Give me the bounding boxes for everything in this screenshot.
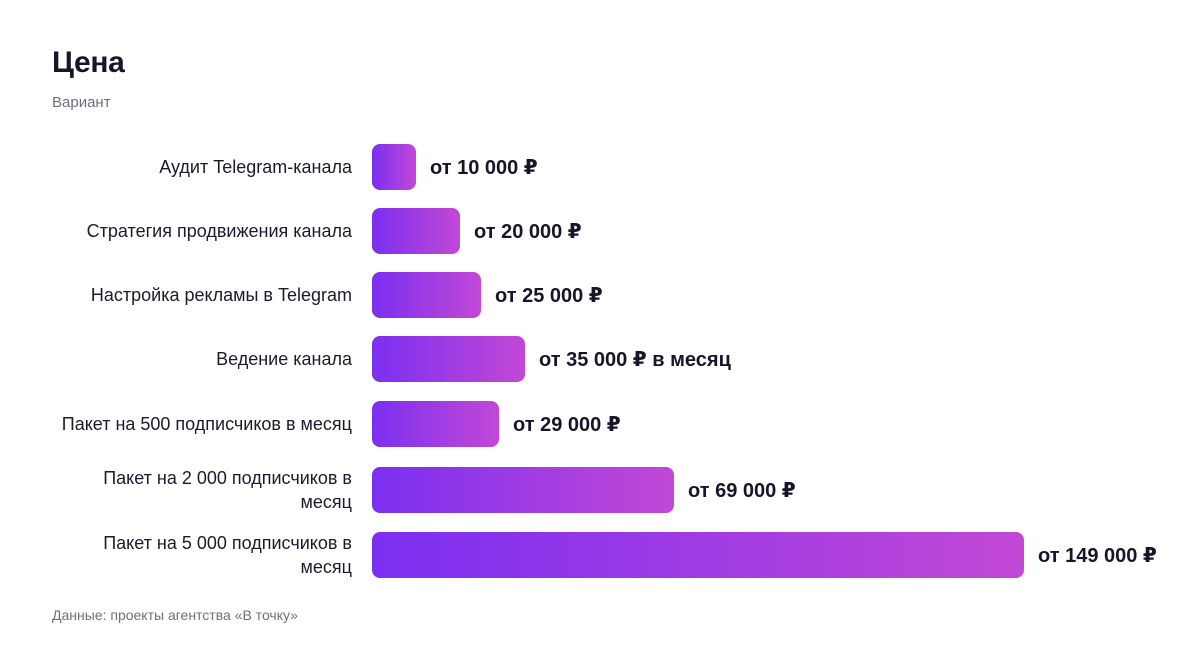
bar (372, 336, 525, 382)
category-label: Ведение канала (216, 349, 352, 369)
bar (372, 401, 499, 447)
value-label: от 35 000 ₽ в месяц (539, 348, 731, 371)
category-label: Настройка рекламы в Telegram (90, 285, 352, 305)
bar (372, 208, 460, 254)
bar (372, 467, 674, 513)
bar (372, 272, 481, 318)
value-label: от 20 000 ₽ (474, 220, 582, 243)
category-label: Пакет на 2 000 подписчиков в месяц (103, 468, 352, 512)
value-label: от 149 000 ₽ (1038, 544, 1157, 567)
value-label: от 25 000 ₽ (495, 284, 603, 307)
value-label: от 69 000 ₽ (688, 479, 796, 502)
bar (372, 144, 416, 190)
category-label: Пакет на 5 000 подписчиков в месяц (103, 533, 352, 577)
data-source-note: Данные: проекты агентства «В точку» (52, 607, 298, 623)
value-label: от 29 000 ₽ (513, 413, 621, 436)
chart-subtitle: Вариант (52, 94, 111, 111)
bar (372, 532, 1024, 578)
category-label: Аудит Telegram-канала (159, 157, 352, 177)
value-label: от 10 000 ₽ (430, 156, 538, 179)
category-label: Пакет на 500 подписчиков в месяц (61, 414, 352, 434)
chart-title: Цена (52, 46, 125, 79)
category-label: Стратегия продвижения канала (86, 221, 352, 241)
